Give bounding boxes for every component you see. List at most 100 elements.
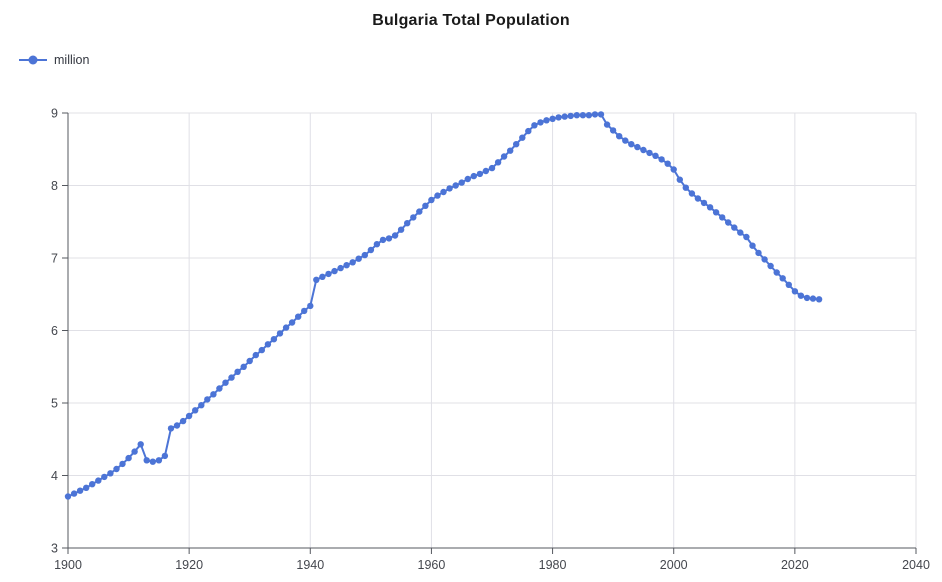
data-point (228, 374, 235, 381)
data-point (712, 209, 720, 216)
data-point (70, 490, 78, 497)
data-point (319, 273, 326, 280)
data-point (519, 134, 526, 141)
data-point (567, 112, 574, 120)
data-point (343, 262, 350, 269)
data-point (167, 425, 175, 432)
data-point (276, 330, 284, 337)
data-point (331, 267, 338, 275)
data-point (476, 170, 484, 178)
legend-label: million (54, 53, 90, 67)
data-point (700, 199, 708, 207)
data-point (755, 249, 762, 257)
data-point (749, 242, 756, 249)
data-point (83, 484, 90, 491)
data-point (803, 294, 811, 302)
data-point (513, 141, 520, 148)
data-point (258, 346, 265, 354)
data-point (349, 259, 356, 266)
data-point (682, 184, 689, 191)
axis-tick-labels: 3 4 5 6 7 8 9 1900 1920 1940 1960 1980 2000 2020 2040 (51, 107, 930, 573)
data-point (404, 220, 411, 227)
data-point (198, 402, 205, 409)
data-point (706, 204, 714, 211)
data-point (646, 149, 653, 157)
data-point (210, 391, 217, 398)
data-point (428, 196, 435, 204)
grid-lines (68, 112, 917, 548)
data-point (500, 153, 508, 160)
data-point (719, 214, 726, 221)
data-point (482, 167, 490, 175)
data-point (458, 179, 465, 186)
data-point (452, 182, 459, 189)
data-point (761, 256, 768, 263)
data-point (585, 112, 593, 119)
data-point (773, 269, 780, 276)
data-point (488, 164, 496, 172)
svg-text:1920: 1920 (175, 558, 203, 572)
data-point (664, 160, 671, 167)
data-point (113, 465, 120, 473)
data-point (809, 295, 817, 302)
data-point (640, 146, 647, 154)
data-point (688, 190, 696, 197)
data-point (397, 226, 405, 233)
data-point (301, 307, 308, 315)
data-point (579, 112, 587, 119)
data-point (76, 487, 84, 494)
svg-text:7: 7 (51, 252, 58, 266)
data-point (295, 313, 302, 320)
data-point (785, 281, 792, 288)
data-point (385, 235, 393, 242)
data-point (446, 185, 453, 192)
data-point (137, 441, 144, 448)
data-point (440, 188, 447, 196)
data-point (270, 336, 278, 343)
data-point (507, 147, 514, 154)
data-point (125, 454, 132, 462)
data-point (222, 379, 229, 386)
data-point (791, 288, 799, 295)
data-point (737, 229, 744, 236)
data-point (434, 192, 441, 199)
data-point (119, 460, 126, 468)
data-point (95, 477, 102, 484)
data-point (658, 156, 665, 163)
data-point (143, 457, 150, 464)
series-million (64, 111, 823, 500)
data-point (307, 302, 314, 310)
data-point (373, 241, 381, 248)
data-point (815, 296, 823, 303)
data-point (204, 396, 211, 403)
data-point (379, 236, 387, 244)
data-point (725, 219, 732, 226)
data-point (549, 115, 556, 123)
series-line (67, 113, 820, 498)
data-point (313, 276, 320, 283)
data-point (264, 341, 272, 348)
data-point (282, 324, 290, 331)
data-point (367, 246, 375, 254)
data-point (161, 452, 169, 460)
data-point (797, 292, 805, 299)
data-point (597, 111, 605, 118)
data-point (216, 385, 223, 392)
data-point (779, 275, 786, 282)
data-point (185, 412, 193, 420)
svg-text:4: 4 (51, 469, 58, 483)
data-point (355, 255, 362, 262)
data-point (179, 417, 187, 425)
data-point (464, 175, 471, 183)
data-point (652, 152, 659, 159)
data-point (543, 117, 550, 124)
data-point (743, 233, 750, 241)
svg-text:1980: 1980 (539, 558, 567, 572)
data-point (622, 137, 629, 144)
data-point (64, 493, 72, 500)
svg-text:3: 3 (51, 542, 58, 556)
data-point (361, 251, 368, 259)
legend-item-million[interactable]: million (18, 53, 89, 67)
